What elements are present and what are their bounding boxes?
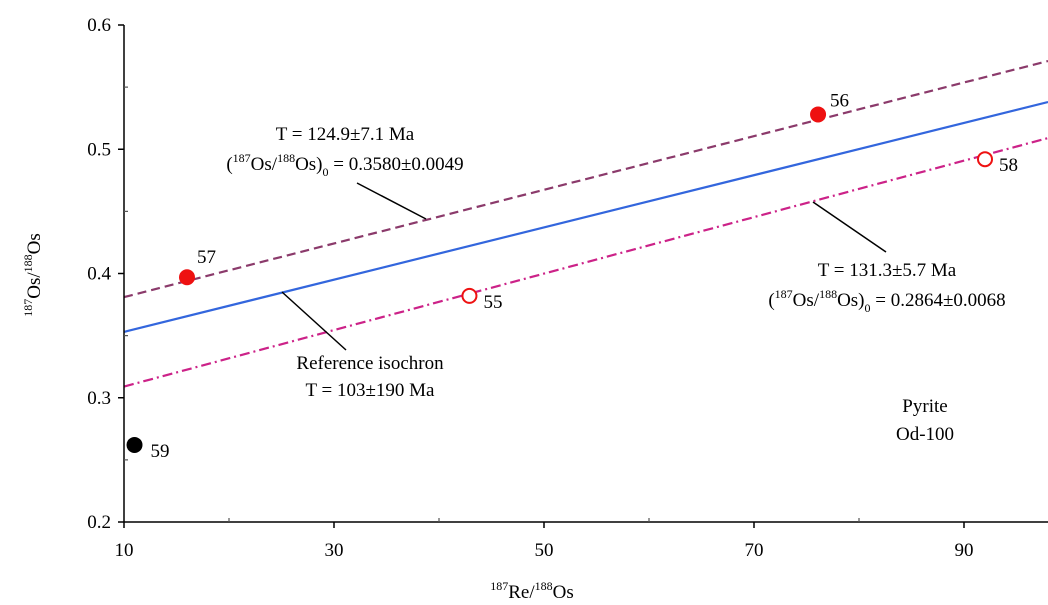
x-tick-label: 50: [535, 540, 554, 561]
x-tick-label: 90: [955, 540, 974, 561]
isochron-line: [123, 59, 1048, 299]
y-tick-label: 0.2: [87, 512, 111, 533]
x-tick-label: 10: [115, 540, 134, 561]
y-title-main1: Os/: [24, 272, 45, 299]
data-point-label: 59: [151, 441, 170, 462]
data-points: 55 56 57 58 59: [126, 90, 1018, 462]
y-axis-title: 187Os/188Os: [21, 233, 45, 317]
reference-age-label: T = 103±190 Ma: [306, 380, 436, 401]
reference-isochron-leader: [281, 291, 347, 351]
data-point: [977, 151, 993, 168]
data-point: [179, 269, 195, 286]
reference-isochron-label: Reference isochron: [296, 353, 444, 374]
lower-isochron-leader: [812, 201, 887, 253]
lower-age-label: T = 131.3±5.7 Ma: [818, 260, 957, 281]
x-tick-label: 30: [325, 540, 344, 561]
upper-age-label: T = 124.9±7.1 Ma: [276, 124, 415, 145]
data-point: [126, 436, 143, 453]
x-title-sup1: 187: [490, 579, 508, 593]
y-title-sup1: 187: [21, 299, 35, 317]
y-tick-label: 0.3: [87, 388, 111, 409]
x-tick-label: 70: [745, 540, 764, 561]
sample-mineral-label: Pyrite: [902, 396, 947, 417]
upper-initial-ratio-label: (187Os/188Os)0 = 0.3580±0.0049: [226, 151, 463, 179]
data-point: [810, 106, 827, 123]
data-point-label: 56: [830, 90, 849, 111]
x-title-main2: Os: [553, 582, 574, 603]
annotation-leaders: [281, 182, 887, 351]
data-point: [461, 287, 478, 304]
data-point-label: 57: [197, 247, 216, 268]
axes: 0.2 0.3 0.4 0.5 0.6 10 30 50 70 90: [87, 15, 1048, 561]
y-tick-label: 0.4: [87, 264, 111, 285]
isochron-line: [123, 100, 1048, 333]
x-title-sup2: 188: [535, 579, 553, 593]
lower-initial-ratio-label: (187Os/188Os)0 = 0.2864±0.0068: [768, 287, 1005, 315]
sample-id-label: Od-100: [896, 424, 954, 445]
x-axis-title: 187Re/188Os: [490, 579, 574, 603]
y-title-sup2: 188: [21, 254, 35, 272]
y-tick-label: 0.5: [87, 139, 111, 160]
data-point-label: 58: [999, 155, 1018, 176]
isochron-lines: [123, 59, 1048, 388]
data-point-label: 55: [483, 292, 502, 313]
y-title-main2: Os: [24, 233, 45, 254]
x-title-main1: Re/: [508, 582, 535, 603]
y-tick-label: 0.6: [87, 15, 111, 36]
upper-isochron-leader: [356, 182, 427, 220]
